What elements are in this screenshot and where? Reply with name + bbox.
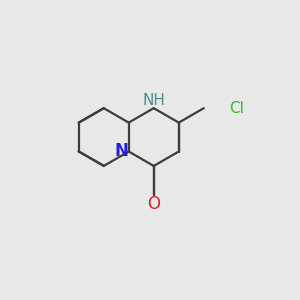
Text: N: N xyxy=(115,142,129,160)
Text: O: O xyxy=(147,195,160,213)
Text: NH: NH xyxy=(142,93,165,108)
Text: Cl: Cl xyxy=(229,101,244,116)
